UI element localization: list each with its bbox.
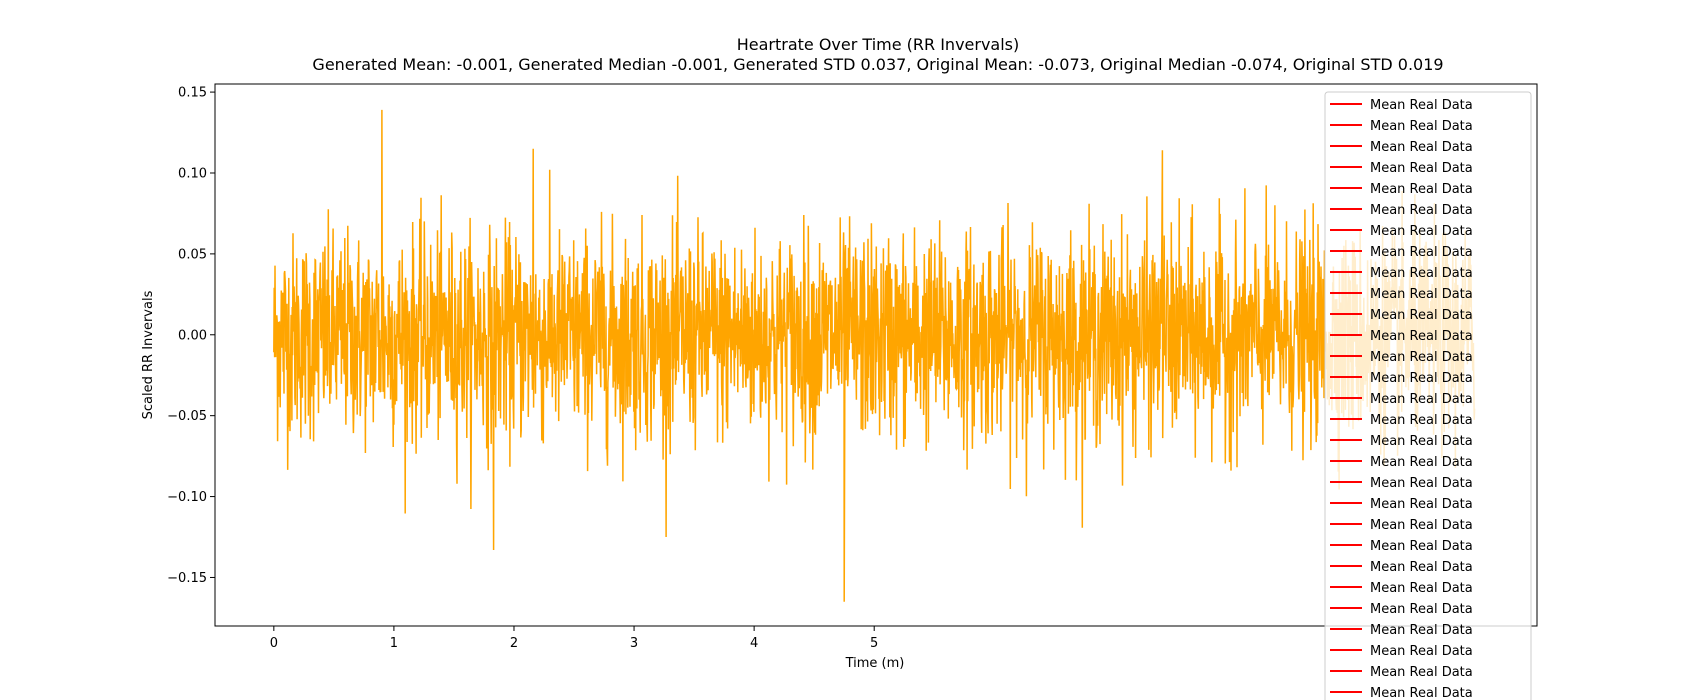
legend-entry-label: Mean Real Data: [1370, 203, 1473, 218]
legend-entry-label: Mean Real Data: [1370, 602, 1473, 617]
legend-entry-label: Mean Real Data: [1370, 497, 1473, 512]
y-tick-label: 0.10: [178, 166, 207, 181]
legend-entry-label: Mean Real Data: [1370, 371, 1473, 386]
series-line-generated: [273, 109, 1476, 602]
legend-entry-label: Mean Real Data: [1370, 350, 1473, 365]
x-tick-label: 3: [630, 636, 638, 651]
y-tick-label: 0.15: [178, 86, 207, 101]
legend-entry-label: Mean Real Data: [1370, 665, 1473, 680]
legend-entry-label: Mean Real Data: [1370, 161, 1473, 176]
x-tick-label: 2: [510, 636, 518, 651]
y-tick-label: −0.10: [167, 490, 207, 505]
y-tick-label: 0.05: [178, 247, 207, 262]
legend-entry-label: Mean Real Data: [1370, 518, 1473, 533]
legend-frame: [1324, 91, 1532, 700]
axes-frame: [214, 83, 1538, 627]
legend-entry-label: Mean Real Data: [1370, 644, 1473, 659]
y-tick-label: 0.00: [178, 328, 207, 343]
legend-entry-label: Mean Real Data: [1370, 245, 1473, 260]
legend-entry-label: Mean Real Data: [1370, 224, 1473, 239]
legend-entry-label: Mean Real Data: [1370, 539, 1473, 554]
legend-entry-label: Mean Real Data: [1370, 140, 1473, 155]
legend-entry-label: Mean Real Data: [1370, 329, 1473, 344]
x-tick-label: 1: [390, 636, 398, 651]
legend-entry-label: Mean Real Data: [1370, 413, 1473, 428]
legend-entry-label: Mean Real Data: [1370, 308, 1473, 323]
legend-entry-label: Mean Real Data: [1370, 119, 1473, 134]
legend: Mean Real Data Mean Real Data Mean Real Da…: [1324, 91, 1532, 700]
legend-entry-label: Mean Real Data: [1370, 182, 1473, 197]
legend-entry-label: Mean Real Data: [1370, 392, 1473, 407]
legend-entry-label: Mean Real Data: [1370, 581, 1473, 596]
y-tick-label: −0.05: [167, 409, 207, 424]
x-tick-label: 4: [750, 636, 758, 651]
legend-entry-label: Mean Real Data: [1370, 98, 1473, 113]
legend-entry-label: Mean Real Data: [1370, 686, 1473, 700]
legend-entry-label: Mean Real Data: [1370, 623, 1473, 638]
legend-entry-label: Mean Real Data: [1370, 434, 1473, 449]
x-axis-label: Time (m): [845, 656, 905, 671]
legend-entry-label: Mean Real Data: [1370, 560, 1473, 575]
legend-entry-label: Mean Real Data: [1370, 476, 1473, 491]
y-axis-label: Scaled RR Invervals: [141, 290, 156, 419]
chart-subtitle: Generated Mean: -0.001, Generated Median…: [312, 55, 1443, 74]
chart-title: Heartrate Over Time (RR Invervals): [737, 35, 1020, 54]
x-tick-label: 5: [870, 636, 878, 651]
legend-entry-label: Mean Real Data: [1370, 287, 1473, 302]
y-tick-label: −0.15: [167, 571, 207, 586]
legend-entry-label: Mean Real Data: [1370, 266, 1473, 281]
plot-area: 0 1 2 3 4 5 0.15 0.10 0.05 0.00 −0.05 −0.10 −0.15: [167, 83, 1538, 651]
x-tick-label: 0: [270, 636, 278, 651]
legend-entry-label: Mean Real Data: [1370, 455, 1473, 470]
